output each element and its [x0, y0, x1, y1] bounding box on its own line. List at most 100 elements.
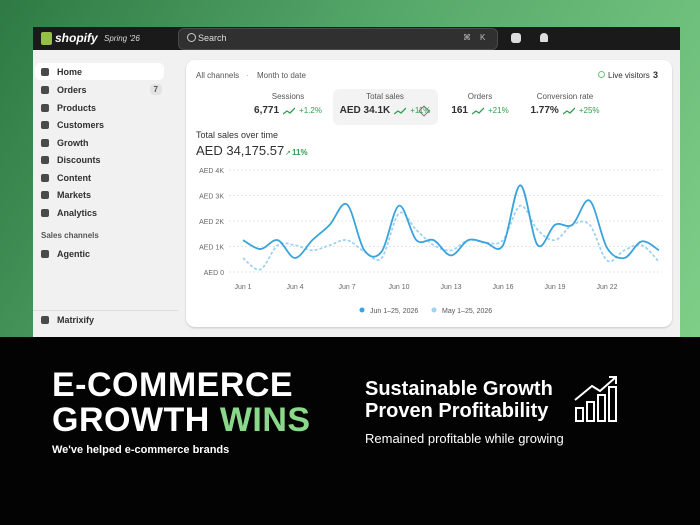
nav-label: Home: [57, 66, 83, 77]
series-line: [242, 184, 660, 260]
nav-label: Discounts: [57, 154, 101, 165]
live-count: 3: [653, 70, 659, 80]
nav-label: Growth: [57, 137, 89, 148]
legend-swatch: [359, 307, 365, 313]
nav-item[interactable]: Discounts: [35, 151, 164, 168]
growth-icon: [574, 376, 617, 422]
sparkline: [472, 107, 484, 115]
section-label[interactable]: Sales channels: [41, 231, 99, 240]
metric-row: 1.77% +25%: [513, 105, 617, 116]
x-tick-label: Jun 19: [544, 284, 565, 291]
legend-label: May 1–25, 2026: [442, 308, 492, 315]
metric-change: +11%: [410, 106, 431, 115]
nav-item[interactable]: Content: [35, 169, 164, 186]
y-tick-label: AED 2K: [199, 219, 224, 226]
search-box[interactable]: [178, 28, 498, 50]
banner: [0, 337, 700, 525]
nav-label: Customers: [57, 119, 105, 130]
nav-item[interactable]: Growth: [35, 134, 164, 151]
metric[interactable]: Conversion rate 1.77% +25%: [513, 92, 617, 116]
headline-highlight: WINS: [219, 401, 311, 439]
icon: [41, 67, 49, 76]
icon: [41, 103, 49, 112]
shortcut-key: ⌘: [463, 33, 471, 42]
app-item[interactable]: Matrixify: [35, 311, 164, 328]
headline: E-COMMERCE: [52, 366, 294, 404]
metric-change: +25%: [578, 106, 600, 115]
nav-label: Orders: [57, 84, 87, 95]
nav-item[interactable]: Analytics: [35, 204, 164, 221]
sales-chart: Total sales over time AED 34,175.57 ↗ 11…: [196, 130, 662, 315]
metric-change: +21%: [488, 106, 509, 115]
legend-label: Jun 1–25, 2026: [370, 308, 418, 315]
shopify-logo: [41, 32, 52, 45]
metric-row: 6,771 +1.2%: [236, 105, 340, 116]
sparkline: [283, 107, 296, 115]
metric[interactable]: Orders 161 +21%: [428, 92, 532, 116]
legend-swatch: [431, 307, 437, 313]
icon: [41, 173, 49, 182]
metric-change: +1.2%: [299, 106, 322, 115]
live-visitors[interactable]: Live visitors: [608, 71, 650, 80]
icon: [41, 315, 49, 324]
divider: [33, 310, 178, 311]
search-placeholder: Search: [198, 33, 227, 43]
series-line: [242, 204, 660, 271]
metric-value: 1.77%: [530, 105, 559, 116]
chart-total: AED 34,175.57: [196, 143, 284, 158]
sparkline: [394, 107, 407, 115]
metric-label: Total sales: [366, 92, 404, 101]
metric-row: AED 34.1K +11%: [333, 105, 437, 116]
x-tick-label: Jun 16: [492, 284, 513, 291]
channel-label: Agentic: [57, 248, 91, 259]
metric[interactable]: Sessions 6,771 +1.2%: [236, 92, 340, 116]
metric-label: Conversion rate: [536, 92, 594, 101]
icon: [41, 85, 49, 94]
nav-item[interactable]: Customers: [35, 116, 164, 133]
x-tick-label: Jun 13: [440, 284, 461, 291]
metric-value: AED 34.1K: [339, 105, 391, 116]
icon: [41, 155, 49, 164]
store-icon[interactable]: [511, 33, 521, 43]
headline-line: GROWTH WINS: [52, 402, 311, 438]
shortcut-key: K: [480, 33, 486, 42]
bell-icon[interactable]: [540, 33, 548, 42]
brand: shopify: [55, 31, 98, 45]
nav-label: Analytics: [57, 207, 98, 218]
chart-change-arrow: ↗: [285, 150, 291, 157]
nav-item[interactable]: Markets: [35, 186, 164, 203]
metric-label: Orders: [467, 92, 493, 101]
x-tick-label: Jun 22: [596, 284, 617, 291]
claim: Proven Profitability: [365, 400, 549, 422]
nav-item[interactable]: Products: [35, 99, 164, 116]
nav-label: Markets: [57, 189, 92, 200]
icon: [41, 138, 49, 147]
sparkline-path: [472, 107, 484, 115]
headline-word: GROWTH: [52, 401, 210, 439]
subline: We've helped e-commerce brands: [52, 444, 230, 456]
claim-sub: Remained profitable while growing: [365, 431, 564, 446]
metric[interactable]: Total sales AED 34.1K +11%: [333, 92, 437, 116]
filter[interactable]: Month to date: [257, 71, 306, 80]
channel-item[interactable]: Agentic: [35, 245, 164, 262]
y-tick-label: AED 0: [204, 270, 224, 277]
metric-value: 161: [451, 105, 468, 116]
x-tick-label: Jun 4: [286, 284, 303, 291]
x-tick-label: Jun 1: [234, 284, 251, 291]
x-tick-label: Jun 10: [388, 284, 409, 291]
sparkline: [562, 107, 575, 115]
x-tick-label: Jun 7: [338, 284, 355, 291]
icon: [41, 120, 49, 129]
metric-value: 6,771: [254, 105, 280, 116]
live-dot: [598, 71, 605, 78]
y-tick-label: AED 4K: [199, 168, 224, 175]
claim: Sustainable Growth: [365, 378, 553, 400]
filter[interactable]: All channels: [196, 71, 240, 80]
nav-badge: 7: [149, 84, 162, 95]
nav-item[interactable]: Home: [35, 63, 164, 80]
icon: [41, 249, 49, 258]
metric-label: Sessions: [271, 92, 305, 101]
nav-item[interactable]: Orders 7: [35, 81, 164, 98]
sparkline-path: [283, 107, 296, 115]
